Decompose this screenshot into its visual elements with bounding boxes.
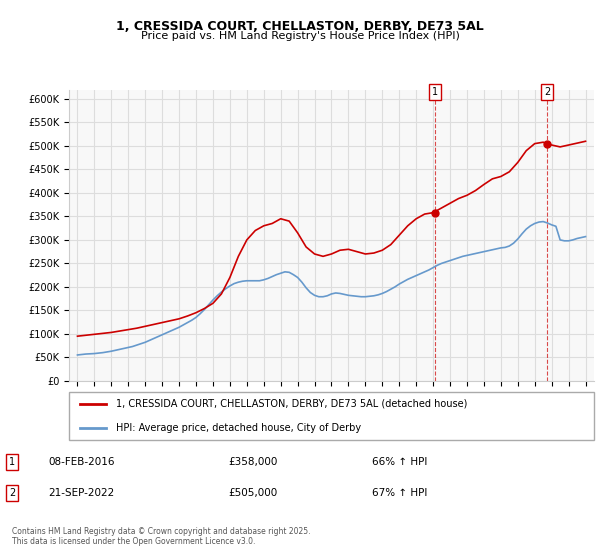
Text: Contains HM Land Registry data © Crown copyright and database right 2025.
This d: Contains HM Land Registry data © Crown c… (12, 526, 311, 546)
Text: £358,000: £358,000 (228, 457, 277, 467)
Text: 2: 2 (9, 488, 15, 498)
Text: 08-FEB-2016: 08-FEB-2016 (48, 457, 115, 467)
Text: £505,000: £505,000 (228, 488, 277, 498)
Text: HPI: Average price, detached house, City of Derby: HPI: Average price, detached house, City… (116, 423, 361, 433)
FancyBboxPatch shape (69, 392, 594, 440)
Text: 1, CRESSIDA COURT, CHELLASTON, DERBY, DE73 5AL (detached house): 1, CRESSIDA COURT, CHELLASTON, DERBY, DE… (116, 399, 467, 409)
Text: 2: 2 (544, 87, 551, 97)
Text: 1: 1 (9, 457, 15, 467)
Text: 1, CRESSIDA COURT, CHELLASTON, DERBY, DE73 5AL: 1, CRESSIDA COURT, CHELLASTON, DERBY, DE… (116, 20, 484, 32)
Text: 66% ↑ HPI: 66% ↑ HPI (372, 457, 427, 467)
Text: 67% ↑ HPI: 67% ↑ HPI (372, 488, 427, 498)
Text: 21-SEP-2022: 21-SEP-2022 (48, 488, 114, 498)
Text: 1: 1 (432, 87, 438, 97)
Text: Price paid vs. HM Land Registry's House Price Index (HPI): Price paid vs. HM Land Registry's House … (140, 31, 460, 41)
